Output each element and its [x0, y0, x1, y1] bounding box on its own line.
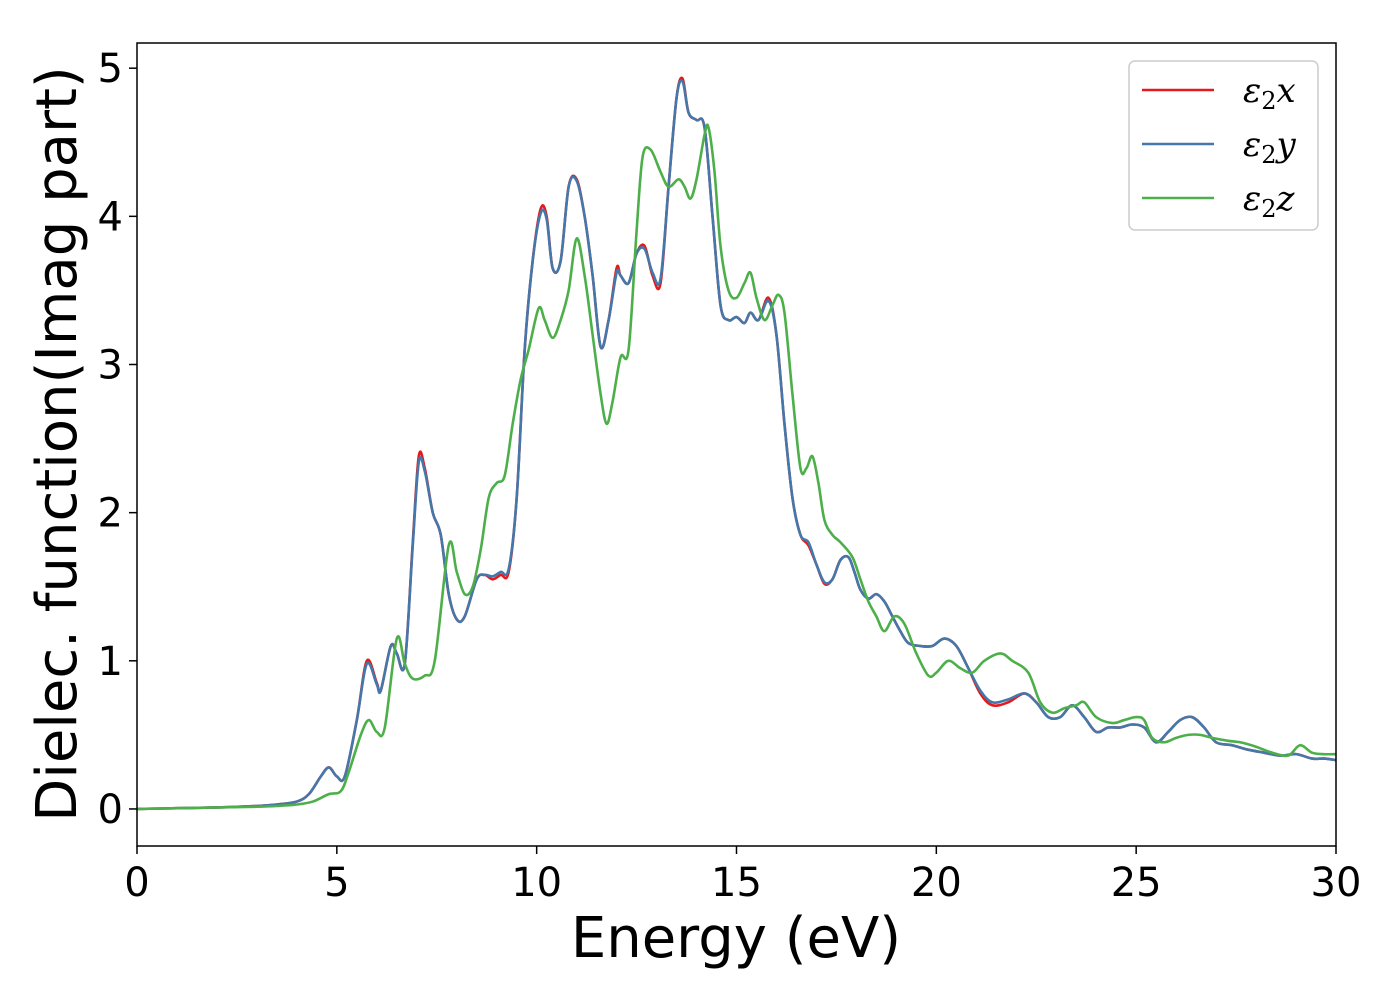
x-tick-label: 0 — [124, 860, 149, 906]
x-tick-label: 5 — [324, 860, 349, 906]
series-layer — [136, 76, 1337, 811]
x-tick-label: 25 — [1111, 860, 1162, 906]
legend-label-y: ε2y — [1243, 125, 1297, 169]
y-tick-label: 4 — [98, 194, 123, 240]
y-tick-label: 1 — [98, 639, 123, 685]
legend-label-z: ε2z — [1243, 179, 1296, 223]
y-tick-label: 5 — [98, 46, 123, 92]
x-tick-label: 30 — [1311, 860, 1362, 906]
y-axis-title: Dielec. function(Imag part) — [25, 66, 90, 822]
y-tick-label: 0 — [98, 787, 123, 833]
x-axis-title: Energy (eV) — [571, 906, 901, 971]
y-tick-label: 2 — [98, 491, 123, 537]
y-axis: 0 1 2 3 4 5 — [98, 46, 137, 833]
legend: ε2x ε2y ε2z — [1128, 60, 1319, 231]
x-tick-label: 15 — [711, 860, 762, 906]
x-axis: 0 5 10 15 20 25 30 — [124, 846, 1361, 906]
series-line-y — [136, 79, 1337, 811]
series-line-z — [136, 123, 1337, 811]
y-tick-label: 3 — [98, 342, 123, 388]
legend-label-x: ε2x — [1243, 71, 1296, 115]
x-tick-label: 20 — [911, 860, 962, 906]
x-tick-label: 10 — [511, 860, 562, 906]
legend-box — [1128, 60, 1319, 231]
